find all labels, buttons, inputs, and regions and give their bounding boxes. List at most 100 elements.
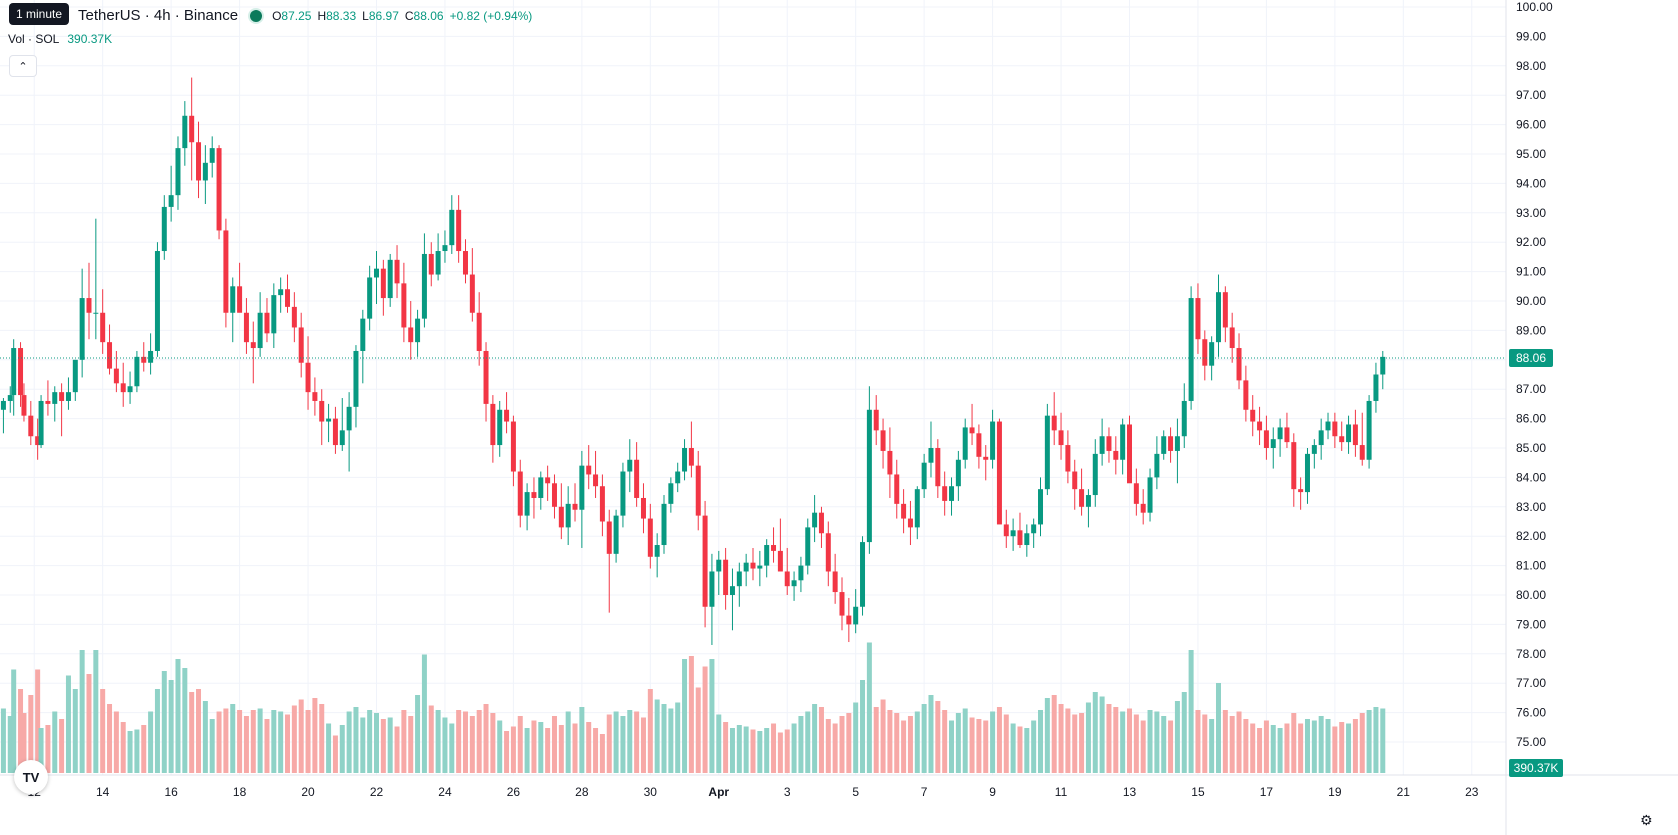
- candle-body: [93, 312, 99, 314]
- candle-body: [832, 571, 838, 593]
- volume-bar: [1010, 723, 1016, 773]
- volume-bar: [93, 650, 99, 773]
- volume-bar: [442, 717, 448, 773]
- candle-body: [723, 559, 729, 595]
- candle-body: [52, 392, 58, 404]
- volume-bar: [620, 716, 626, 773]
- candle-body: [1113, 450, 1119, 460]
- volume-bar: [517, 716, 523, 773]
- candle-body: [257, 312, 263, 349]
- volume-bar: [818, 707, 824, 773]
- volume-label[interactable]: Vol · SOL: [8, 32, 60, 46]
- volume-bar: [565, 711, 571, 773]
- volume-bar: [579, 707, 585, 773]
- candle-body: [421, 253, 427, 319]
- volume-bar: [401, 710, 407, 773]
- volume-bar: [955, 713, 961, 773]
- candle-body: [757, 565, 763, 569]
- volume-bar: [1366, 710, 1372, 773]
- candle-body: [1209, 342, 1215, 366]
- price-tick-label: 91.00: [1516, 265, 1546, 279]
- market-status-icon[interactable]: [250, 9, 263, 22]
- candle-body: [326, 418, 332, 422]
- candle-body: [1188, 298, 1194, 401]
- volume-bar: [1222, 710, 1228, 773]
- volume-bar: [723, 722, 729, 773]
- candle-body: [1024, 533, 1030, 546]
- volume-bar: [1332, 726, 1338, 773]
- chevron-up-icon: ⌃: [18, 60, 28, 73]
- volume-bar: [38, 728, 44, 773]
- ohlc-values: O87.25 H88.33 L86.97 C88.06 +0.82 (+0.94…: [272, 9, 532, 23]
- time-tick-label: 30: [644, 785, 658, 799]
- collapse-legend-button[interactable]: ⌃: [9, 55, 37, 77]
- ohlc-high-key: H: [317, 8, 327, 23]
- volume-bar: [935, 701, 941, 773]
- volume-bar: [1168, 720, 1174, 773]
- volume-bar: [1133, 714, 1139, 773]
- ohlc-high-value: 88.33: [326, 8, 357, 23]
- volume-bar: [675, 702, 681, 773]
- candle-body: [11, 348, 17, 396]
- candle-body: [18, 348, 24, 396]
- candle-body: [798, 565, 804, 581]
- candle-body: [1127, 424, 1132, 484]
- volume-bar: [1304, 719, 1310, 773]
- candle-body: [141, 356, 147, 363]
- candle-body: [640, 497, 646, 519]
- volume-bar: [428, 705, 434, 773]
- volume-bar: [510, 726, 516, 773]
- candle-body: [202, 162, 208, 181]
- volume-bar: [209, 719, 215, 773]
- time-tick-label: 5: [852, 785, 859, 799]
- volume-bar: [907, 716, 913, 773]
- price-tick-label: 90.00: [1516, 294, 1546, 308]
- volume-bar: [45, 725, 51, 773]
- volume-bar: [1065, 708, 1071, 773]
- volume-bar: [476, 710, 482, 773]
- volume-bar: [11, 669, 17, 773]
- volume-bar: [435, 710, 441, 773]
- volume-bar: [805, 711, 811, 773]
- candle-body: [1298, 489, 1304, 493]
- volume-bar: [72, 689, 78, 773]
- time-tick-label: 26: [507, 785, 521, 799]
- candle-body: [675, 471, 681, 484]
- volume-bar: [339, 725, 345, 773]
- volume-bar: [168, 680, 174, 773]
- gear-icon[interactable]: ⚙: [1640, 812, 1653, 828]
- volume-bar: [394, 726, 400, 773]
- volume-bar: [0, 708, 6, 773]
- volume-bar: [353, 707, 359, 773]
- candle-body: [209, 148, 215, 163]
- volume-bar: [1236, 711, 1242, 773]
- candle-body: [1304, 453, 1310, 493]
- candle-body: [682, 448, 688, 472]
- symbol-title[interactable]: TetherUS · 4h · Binance: [78, 7, 239, 24]
- candle-body: [716, 559, 722, 572]
- volume-bar: [1188, 650, 1194, 773]
- candle-body: [346, 406, 352, 431]
- candle-body: [243, 312, 249, 343]
- volume-bar: [380, 719, 386, 773]
- candle-body: [148, 350, 154, 363]
- volume-bar: [1359, 713, 1365, 773]
- price-tick-label: 81.00: [1516, 559, 1546, 573]
- volume-bar: [962, 708, 968, 773]
- volume-bar: [298, 699, 304, 773]
- volume-bar: [346, 711, 352, 773]
- volume-bar: [415, 695, 421, 773]
- price-tick-label: 98.00: [1516, 59, 1546, 73]
- candle-body: [1106, 436, 1112, 451]
- candle-body: [305, 362, 311, 393]
- volume-bar: [35, 669, 41, 773]
- volume-bar: [100, 689, 106, 773]
- candle-body: [401, 283, 407, 328]
- candle-body: [189, 115, 195, 143]
- tradingview-logo-icon[interactable]: TV: [14, 760, 48, 794]
- volume-bar: [196, 689, 202, 773]
- candle-body: [497, 409, 503, 446]
- volume-bar: [107, 704, 113, 773]
- volume-bar: [1099, 696, 1105, 773]
